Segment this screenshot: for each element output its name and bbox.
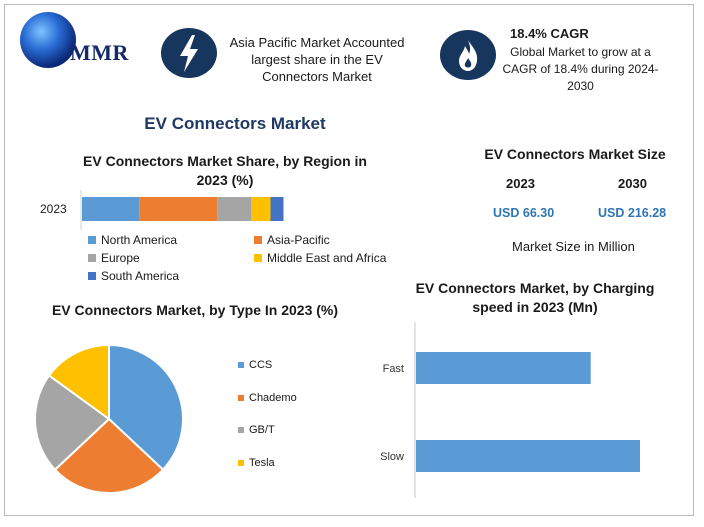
legend-label: Asia-Pacific [267,233,330,247]
market-size-year-2030: 2030 [618,176,647,191]
pie-slice-tesla [47,343,110,421]
legend-swatch [238,460,244,466]
legend-swatch [254,254,262,262]
legend-label: Tesla [249,457,275,469]
cagr-title: 18.4% CAGR [510,26,589,41]
region-legend-item-asia-pacific: Asia-Pacific [254,233,330,247]
charging-chart-title: EV Connectors Market, by Charging speed … [415,280,655,315]
legend-swatch [88,254,96,262]
flame-icon [440,30,496,80]
type-pie-chart [34,343,184,494]
type-legend-item-gb-t: GB/T [238,424,275,436]
legend-swatch [88,272,96,280]
region-legend-item-south-america: South America [88,269,179,283]
charging-bar-slow [416,440,640,472]
region-category-label: 2023 [40,202,67,216]
legend-swatch [238,395,244,401]
legend-swatch [238,362,244,368]
type-legend-item-ccs: CCS [238,359,272,371]
legend-label: CCS [249,359,273,371]
region-stacked-bar-chart [80,190,284,230]
pie-slice-gb-t [34,374,111,472]
asia-pacific-headline: Asia Pacific Market Accounted largest sh… [229,35,405,84]
pie-slice-chademo [53,417,165,494]
charging-category-label-fast: Fast [383,363,404,375]
region-legend-item-europe: Europe [88,251,140,265]
legend-label: Chademo [249,392,297,404]
globe-logo-icon [20,12,76,68]
legend-swatch [254,236,262,244]
market-size-value-2030: USD 216.28 [598,206,667,220]
charging-bar-chart: Fast Slow [380,322,640,498]
region-legend-item-north-america: North America [88,233,177,247]
legend-label: Middle East and Africa [267,251,387,265]
main-title: EV Connectors Market [144,114,326,133]
legend-label: Europe [101,251,140,265]
pie-slice-ccs [108,343,184,472]
type-legend-item-chademo: Chademo [238,392,297,404]
type-legend-item-tesla: Tesla [238,457,275,469]
logo-text: MMR [70,40,129,65]
region-legend-item-middle-east-and-africa: Middle East and Africa [254,251,386,265]
region-bar-segment-north-america [82,197,140,221]
legend-label: GB/T [249,424,275,436]
type-chart-title: EV Connectors Market, by Type In 2023 (%… [51,302,339,318]
charging-category-label-slow: Slow [380,451,404,463]
region-bar-segment-europe [217,197,251,221]
legend-label: South America [101,269,180,283]
legend-swatch [238,427,244,433]
market-size-value-2023: USD 66.30 [493,206,555,220]
region-bar-segment-middle-east-and-africa [251,197,271,221]
infographic-frame [4,4,694,516]
charging-bar-fast [416,352,591,384]
region-bar-segment-south-america [270,197,284,221]
region-bar-segment-asia-pacific [139,197,218,221]
market-size-caption: Market Size in Million [512,239,635,254]
market-size-title: EV Connectors Market Size [484,146,666,162]
region-chart-title: EV Connectors Market Share, by Region in… [83,153,367,188]
cagr-description: Global Market to grow at a CAGR of 18.4%… [502,45,659,93]
legend-swatch [88,236,96,244]
market-size-year-2023: 2023 [506,176,535,191]
legend-label: North America [101,233,178,247]
lightning-icon [161,28,217,78]
